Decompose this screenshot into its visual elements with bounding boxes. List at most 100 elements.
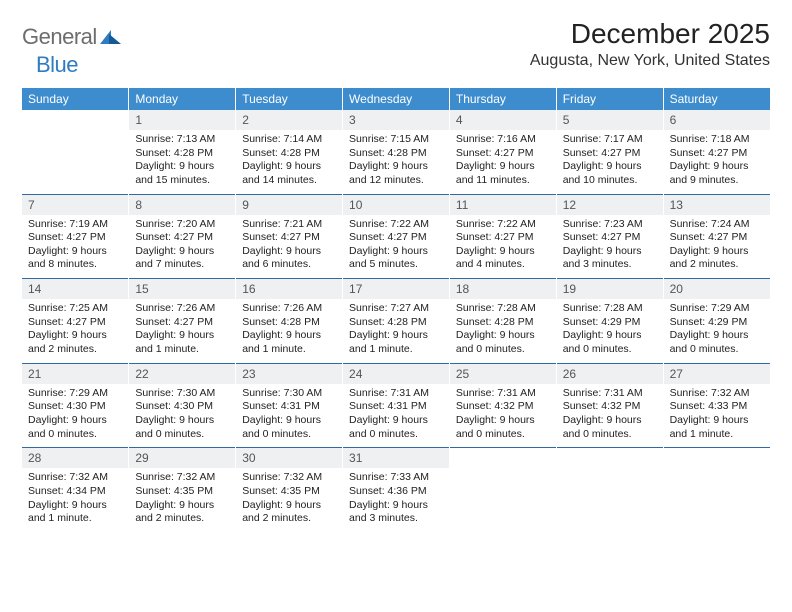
day-body-row: Sunrise: 7:13 AMSunset: 4:28 PMDaylight:… xyxy=(22,130,770,194)
sunset-line: Sunset: 4:27 PM xyxy=(135,316,229,330)
day-number xyxy=(22,110,129,130)
sunset-line: Sunset: 4:28 PM xyxy=(135,147,229,161)
sunset-line: Sunset: 4:27 PM xyxy=(242,231,336,245)
day-number: 5 xyxy=(556,110,663,130)
daylight-line: Daylight: 9 hours and 0 minutes. xyxy=(670,329,764,356)
sunrise-line: Sunrise: 7:27 AM xyxy=(349,302,443,316)
sunrise-line: Sunrise: 7:28 AM xyxy=(456,302,550,316)
sunset-line: Sunset: 4:28 PM xyxy=(349,147,443,161)
sunrise-line: Sunrise: 7:17 AM xyxy=(563,133,657,147)
day-header: Friday xyxy=(556,88,663,110)
daylight-line: Daylight: 9 hours and 1 minute. xyxy=(28,499,122,526)
sunrise-line: Sunrise: 7:30 AM xyxy=(135,387,229,401)
sunrise-line: Sunrise: 7:20 AM xyxy=(135,218,229,232)
sunrise-line: Sunrise: 7:33 AM xyxy=(349,471,443,485)
day-cell: Sunrise: 7:13 AMSunset: 4:28 PMDaylight:… xyxy=(129,130,236,194)
sunrise-line: Sunrise: 7:19 AM xyxy=(28,218,122,232)
logo-text-general: General xyxy=(22,24,97,50)
daylight-line: Daylight: 9 hours and 0 minutes. xyxy=(242,414,336,441)
day-cell: Sunrise: 7:32 AMSunset: 4:33 PMDaylight:… xyxy=(663,384,770,448)
day-number: 25 xyxy=(449,364,556,384)
day-cell: Sunrise: 7:17 AMSunset: 4:27 PMDaylight:… xyxy=(556,130,663,194)
day-header: Sunday xyxy=(22,88,129,110)
daylight-line: Daylight: 9 hours and 15 minutes. xyxy=(135,160,229,187)
sunrise-line: Sunrise: 7:21 AM xyxy=(242,218,336,232)
sunset-line: Sunset: 4:27 PM xyxy=(349,231,443,245)
day-cell: Sunrise: 7:15 AMSunset: 4:28 PMDaylight:… xyxy=(343,130,450,194)
sunrise-line: Sunrise: 7:23 AM xyxy=(563,218,657,232)
day-number-row: 28293031 xyxy=(22,448,770,468)
sunset-line: Sunset: 4:27 PM xyxy=(456,147,550,161)
sunset-line: Sunset: 4:35 PM xyxy=(242,485,336,499)
daylight-line: Daylight: 9 hours and 6 minutes. xyxy=(242,245,336,272)
day-cell: Sunrise: 7:23 AMSunset: 4:27 PMDaylight:… xyxy=(556,215,663,279)
day-cell: Sunrise: 7:29 AMSunset: 4:30 PMDaylight:… xyxy=(22,384,129,448)
daylight-line: Daylight: 9 hours and 2 minutes. xyxy=(135,499,229,526)
daylight-line: Daylight: 9 hours and 0 minutes. xyxy=(456,329,550,356)
day-cell: Sunrise: 7:16 AMSunset: 4:27 PMDaylight:… xyxy=(449,130,556,194)
sunrise-line: Sunrise: 7:13 AM xyxy=(135,133,229,147)
sunrise-line: Sunrise: 7:24 AM xyxy=(670,218,764,232)
sunrise-line: Sunrise: 7:31 AM xyxy=(456,387,550,401)
sunset-line: Sunset: 4:32 PM xyxy=(456,400,550,414)
sunrise-line: Sunrise: 7:32 AM xyxy=(135,471,229,485)
day-number: 17 xyxy=(343,279,450,299)
daylight-line: Daylight: 9 hours and 0 minutes. xyxy=(28,414,122,441)
sunset-line: Sunset: 4:30 PM xyxy=(28,400,122,414)
day-number: 1 xyxy=(129,110,236,130)
day-number: 24 xyxy=(343,364,450,384)
day-number-row: 21222324252627 xyxy=(22,364,770,384)
sunrise-line: Sunrise: 7:29 AM xyxy=(28,387,122,401)
day-number-row: 123456 xyxy=(22,110,770,130)
day-cell: Sunrise: 7:29 AMSunset: 4:29 PMDaylight:… xyxy=(663,299,770,363)
day-cell: Sunrise: 7:25 AMSunset: 4:27 PMDaylight:… xyxy=(22,299,129,363)
sunrise-line: Sunrise: 7:32 AM xyxy=(670,387,764,401)
day-cell: Sunrise: 7:31 AMSunset: 4:32 PMDaylight:… xyxy=(449,384,556,448)
day-cell: Sunrise: 7:14 AMSunset: 4:28 PMDaylight:… xyxy=(236,130,343,194)
day-number: 14 xyxy=(22,279,129,299)
day-number: 9 xyxy=(236,195,343,215)
day-body-row: Sunrise: 7:32 AMSunset: 4:34 PMDaylight:… xyxy=(22,468,770,532)
daylight-line: Daylight: 9 hours and 1 minute. xyxy=(349,329,443,356)
daylight-line: Daylight: 9 hours and 3 minutes. xyxy=(349,499,443,526)
daylight-line: Daylight: 9 hours and 2 minutes. xyxy=(28,329,122,356)
day-cell: Sunrise: 7:20 AMSunset: 4:27 PMDaylight:… xyxy=(129,215,236,279)
sunset-line: Sunset: 4:33 PM xyxy=(670,400,764,414)
day-number: 12 xyxy=(556,195,663,215)
month-title: December 2025 xyxy=(530,18,770,50)
day-cell: Sunrise: 7:33 AMSunset: 4:36 PMDaylight:… xyxy=(343,468,450,532)
sunset-line: Sunset: 4:27 PM xyxy=(135,231,229,245)
day-header: Tuesday xyxy=(236,88,343,110)
day-cell: Sunrise: 7:19 AMSunset: 4:27 PMDaylight:… xyxy=(22,215,129,279)
day-number-row: 14151617181920 xyxy=(22,279,770,299)
sunset-line: Sunset: 4:27 PM xyxy=(456,231,550,245)
sunrise-line: Sunrise: 7:22 AM xyxy=(456,218,550,232)
day-cell: Sunrise: 7:21 AMSunset: 4:27 PMDaylight:… xyxy=(236,215,343,279)
sunset-line: Sunset: 4:31 PM xyxy=(349,400,443,414)
day-body-row: Sunrise: 7:25 AMSunset: 4:27 PMDaylight:… xyxy=(22,299,770,363)
day-number: 16 xyxy=(236,279,343,299)
day-cell: Sunrise: 7:32 AMSunset: 4:35 PMDaylight:… xyxy=(129,468,236,532)
day-number: 26 xyxy=(556,364,663,384)
day-number: 15 xyxy=(129,279,236,299)
sunrise-line: Sunrise: 7:14 AM xyxy=(242,133,336,147)
day-cell: Sunrise: 7:31 AMSunset: 4:31 PMDaylight:… xyxy=(343,384,450,448)
day-number: 11 xyxy=(449,195,556,215)
day-cell xyxy=(22,130,129,194)
daylight-line: Daylight: 9 hours and 2 minutes. xyxy=(670,245,764,272)
daylight-line: Daylight: 9 hours and 12 minutes. xyxy=(349,160,443,187)
sunset-line: Sunset: 4:29 PM xyxy=(563,316,657,330)
day-cell xyxy=(449,468,556,532)
sunset-line: Sunset: 4:34 PM xyxy=(28,485,122,499)
sunrise-line: Sunrise: 7:15 AM xyxy=(349,133,443,147)
day-cell: Sunrise: 7:32 AMSunset: 4:34 PMDaylight:… xyxy=(22,468,129,532)
daylight-line: Daylight: 9 hours and 1 minute. xyxy=(670,414,764,441)
sunset-line: Sunset: 4:36 PM xyxy=(349,485,443,499)
sunrise-line: Sunrise: 7:25 AM xyxy=(28,302,122,316)
logo-text-blue: Blue xyxy=(36,52,78,77)
daylight-line: Daylight: 9 hours and 1 minute. xyxy=(135,329,229,356)
day-number: 18 xyxy=(449,279,556,299)
daylight-line: Daylight: 9 hours and 8 minutes. xyxy=(28,245,122,272)
day-number: 8 xyxy=(129,195,236,215)
day-number: 27 xyxy=(663,364,770,384)
